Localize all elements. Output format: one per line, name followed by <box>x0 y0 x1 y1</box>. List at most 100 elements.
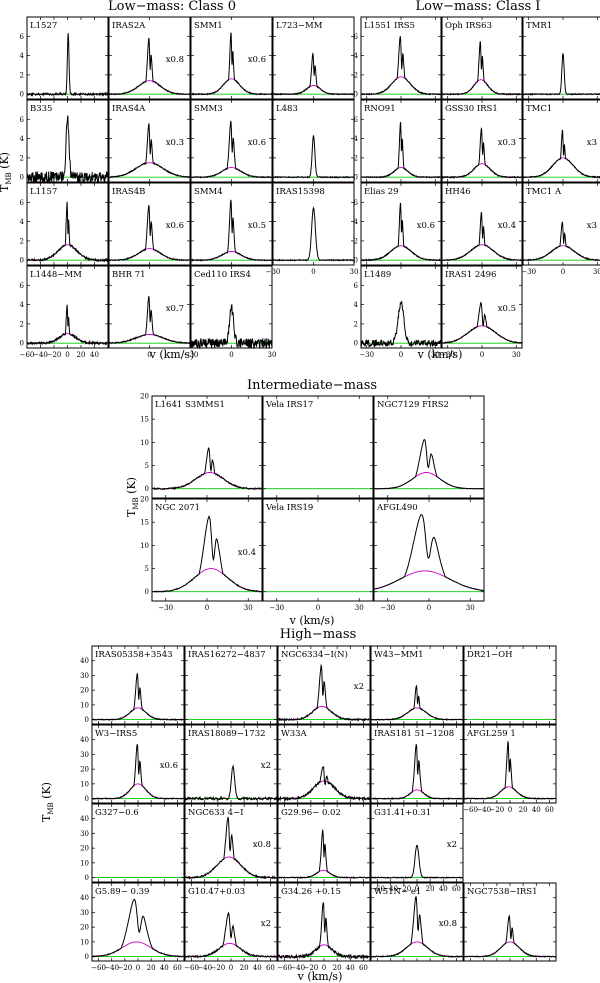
x-tick-label: −20 <box>47 351 62 359</box>
y-axis-label-subscript: MB <box>132 497 140 509</box>
x-tick-label: −20 <box>396 885 411 893</box>
panel-label: IRAS16272−4837 <box>188 650 266 660</box>
fit-curve <box>91 941 184 957</box>
panel-label: G34.26 +0.15 <box>281 887 341 897</box>
panel-frame <box>151 395 263 499</box>
panel-frame <box>373 395 485 499</box>
panel-bhr-71: 0 BHR 71 x0.7 <box>108 265 191 359</box>
panel-l1157: 0 2 4 6 L1157 <box>20 182 109 266</box>
fit-curve <box>191 167 272 178</box>
x-tick-label: −30 <box>266 268 281 276</box>
y-tick-label: 6 <box>20 199 25 207</box>
fit-curve <box>191 251 272 261</box>
y-tick-label: 6 <box>354 282 359 290</box>
y-tick-label: 6 <box>20 33 25 41</box>
panel-hh46: HH46 x0.4 <box>441 182 523 266</box>
spectrum-line <box>91 672 185 721</box>
x-tick-label: −20 <box>489 806 504 814</box>
panel-label: NGC 2071 <box>155 503 200 513</box>
panel-label: L1551 IRS5 <box>364 21 415 31</box>
section-title-low-mass-class-0: Low−mass: Class 0 <box>108 0 236 14</box>
panel-label: TMC1 <box>526 104 552 114</box>
y-tick-label: 10 <box>140 542 149 550</box>
spectrum-line <box>108 296 191 345</box>
x-tick-label: 20 <box>240 964 249 972</box>
panel-label: NGC7538−IRS1 <box>467 887 537 897</box>
panel-label: L1448−MM <box>30 270 82 280</box>
x-tick-label: 0 <box>147 351 151 359</box>
spectrum-line <box>370 744 464 800</box>
x-tick-label: −20 <box>303 964 318 972</box>
x-tick-label: 0 <box>316 604 320 612</box>
x-tick-label: 30 <box>268 351 277 359</box>
panel-frame <box>373 498 485 602</box>
fit-curve <box>152 568 262 593</box>
scale-label: x0.3 <box>166 138 184 148</box>
y-tick-label: 4 <box>354 301 359 309</box>
panel-g29-96-0-02: G29.96− 0.02 <box>277 803 371 883</box>
panel-label: G327−0.6 <box>95 808 139 818</box>
y-tick-label: 30 <box>80 672 89 680</box>
panel-l1527: 0 2 4 6 L1527 <box>20 16 109 100</box>
spectrum-line <box>190 120 273 179</box>
y-tick-label: 40 <box>80 736 89 744</box>
panel-label: Ced110 IRS4 <box>194 270 251 280</box>
chart-section-low-mass-class-i: Low−mass: Class I v (km/s) 0 2 4 6 L1551 IRS5 O… <box>354 0 600 361</box>
panel-label: G10.47+0.03 <box>188 887 245 897</box>
spectrum-line <box>522 129 600 179</box>
x-tick-label: −40 <box>476 806 491 814</box>
spectrum-line <box>26 115 109 184</box>
fit-curve <box>191 78 272 95</box>
panel-smm3: SMM3 x0.6 <box>190 99 273 183</box>
y-axis-label-unit: (K) <box>0 152 11 172</box>
y-tick-label: 40 <box>80 657 89 665</box>
panel-ngc633-4-i: NGC633 4−I x0.8 <box>184 803 278 883</box>
spectrum-line <box>151 515 263 593</box>
x-tick-label: 0 <box>136 964 140 972</box>
scale-label: x0.5 <box>248 221 266 231</box>
y-tick-label: 2 <box>354 320 358 328</box>
panel-g5-89-0-39: 0 10 20 30 40 −60−40−20 0 20 40 60 G5.89− 0.39 <box>80 882 185 972</box>
x-tick-label: 40 <box>90 351 99 359</box>
panel-afgl490: −30 0 30 AFGL490 <box>373 498 485 612</box>
fit-curve <box>371 789 463 800</box>
x-tick-label: 0 <box>205 604 209 612</box>
spectrum-line <box>360 301 442 348</box>
panel-l483: L483 <box>272 99 355 183</box>
x-tick-label: −30 <box>521 268 536 276</box>
x-tick-label: 60 <box>452 885 461 893</box>
spectrum-line <box>441 41 523 96</box>
spectrum-line <box>190 32 273 96</box>
fit-curve <box>374 472 484 490</box>
panel-dr21-oh: DR21−OH <box>463 645 557 725</box>
panel-label: Oph IRS63 <box>445 21 492 31</box>
panel-l1641-s3mms1: 0 5 10 15 20 L1641 S3MMS1 <box>140 393 263 499</box>
y-tick-label: 15 <box>140 519 149 527</box>
y-axis-label-main: T <box>0 184 11 192</box>
panel-label: L1157 <box>30 187 57 197</box>
spectrum-line <box>152 447 263 491</box>
y-tick-label: 0 <box>354 257 358 265</box>
y-tick-label: 2 <box>20 71 24 79</box>
x-tick-label: −30 <box>269 604 284 612</box>
y-tick-label: 20 <box>80 924 89 932</box>
x-tick-label: 30 <box>350 268 359 276</box>
panel-ced110-irs4: −30 0 30 Ced110 IRS4 <box>184 265 277 359</box>
panel-iras181-51-1208: IRAS181 51−1208 <box>370 724 464 804</box>
x-tick-label: 40 <box>532 806 541 814</box>
spectrum-line <box>91 898 185 958</box>
y-tick-label: 20 <box>80 845 89 853</box>
panel-label: IRAS05358+3543 <box>95 650 173 660</box>
panel-label: L1527 <box>30 21 57 31</box>
spectrum-line <box>373 514 485 592</box>
x-tick-label: 0 <box>229 351 233 359</box>
scale-label: x3 <box>587 138 597 148</box>
x-tick-label: 0 <box>427 604 431 612</box>
panel-label: SMM1 <box>194 21 223 31</box>
y-tick-label: 6 <box>354 199 359 207</box>
x-axis-label: v (km/s) <box>297 970 343 983</box>
y-tick-label: 30 <box>80 830 89 838</box>
panel-frame <box>262 395 374 499</box>
panel-afgl259-1: −60−40−20 0 20 40 60 AFGL259 1 <box>463 724 557 814</box>
